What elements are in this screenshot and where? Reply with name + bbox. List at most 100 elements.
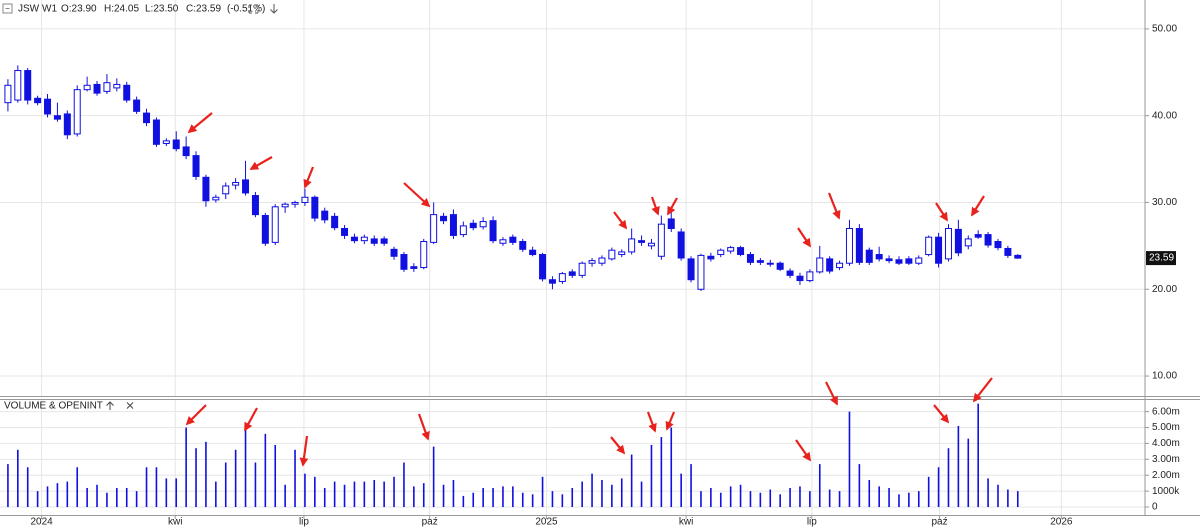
volume-title: VOLUME & OPENINT (4, 401, 103, 412)
volume-bar (917, 491, 920, 508)
volume-bar (422, 483, 425, 508)
arrow (933, 404, 950, 424)
candle-body (667, 218, 675, 230)
candle-body (806, 271, 814, 282)
arrow (795, 439, 812, 462)
volume-bar (135, 491, 138, 508)
candle-body (113, 83, 121, 89)
candle-body (301, 196, 309, 203)
candle-body (24, 70, 32, 101)
close-value: C:23.59 (186, 4, 221, 15)
candle-body (578, 262, 586, 276)
candle-body (905, 258, 913, 264)
volume-bar (353, 481, 356, 508)
candle-body (370, 238, 378, 244)
candle-body (766, 262, 774, 265)
candle-body (687, 258, 695, 281)
candle-body (360, 236, 368, 242)
arrow (971, 195, 985, 217)
volume-bar (581, 481, 583, 508)
candle-body (618, 251, 626, 256)
y-tick-label: 4.00m (1152, 438, 1180, 449)
y-tick-label: 2.00m (1152, 470, 1180, 481)
candle-body (202, 176, 210, 202)
volume-bar (1007, 489, 1009, 508)
candle-body (321, 210, 329, 221)
volume-bar (987, 478, 989, 508)
candle-body (746, 254, 754, 263)
candle-body (430, 214, 438, 243)
volume-bar (294, 449, 296, 508)
arrow (403, 182, 431, 208)
candle-body (4, 84, 12, 104)
volume-bar (442, 484, 445, 508)
volume-bar (937, 467, 940, 508)
candle-body (489, 220, 497, 242)
volume-bar (284, 484, 286, 508)
candle-body (251, 195, 259, 216)
candle-body (628, 238, 636, 253)
volume-bar (205, 441, 207, 508)
arrow (935, 202, 948, 222)
volume-bar (393, 476, 395, 508)
volume-bar (967, 438, 970, 508)
close-icon[interactable] (126, 402, 134, 409)
candle-body (311, 196, 319, 219)
volume-bar (224, 462, 227, 508)
volume-bar (373, 480, 376, 508)
y-tick-label: 1000k (1152, 486, 1180, 497)
volume-bar (799, 486, 801, 508)
candle-body (895, 259, 903, 264)
volume-bar (739, 484, 742, 508)
volume-bar (155, 467, 158, 508)
volume-bar (710, 487, 712, 508)
candle-body (964, 238, 972, 247)
candle-body (727, 247, 735, 252)
volume-bar (195, 448, 197, 508)
collapse-button[interactable] (2, 3, 13, 14)
volume-bar (561, 494, 564, 508)
candle-body (152, 119, 160, 145)
volume-bar (868, 480, 871, 508)
arrow (667, 197, 678, 216)
maximize-icon[interactable] (248, 4, 259, 14)
volume-bar (314, 476, 316, 508)
volume-bar (898, 494, 900, 508)
candle-body (123, 84, 131, 101)
volume-bar (571, 487, 574, 508)
interval: W1 (42, 4, 57, 15)
candle-body (647, 242, 655, 247)
volume-bar (670, 427, 673, 508)
volume-bar (611, 484, 613, 508)
volume-bar (343, 484, 346, 508)
volume-bar (759, 492, 762, 508)
volume-bar (46, 486, 49, 508)
volume-bar (512, 486, 514, 508)
candle-body (400, 254, 408, 270)
x-tick-label: lip (807, 517, 817, 528)
candle-body (657, 223, 665, 257)
candle-body (816, 257, 824, 273)
volume-bar (908, 492, 910, 508)
candle-body (479, 221, 487, 228)
arrow (972, 377, 993, 403)
volume-bar (927, 476, 930, 508)
y-tick-label: 30.00 (1152, 197, 1177, 208)
volume-bar (244, 429, 247, 508)
volume-bar (36, 491, 39, 508)
download-icon[interactable] (270, 4, 278, 14)
volume-bar (591, 473, 593, 508)
volume-bar (106, 492, 108, 508)
candle-body (677, 231, 685, 259)
volume-bar (680, 473, 682, 508)
volume-bar (165, 478, 168, 508)
candle-body (83, 84, 91, 91)
candle-body (786, 270, 794, 276)
candle-body (271, 206, 279, 243)
volume-bar (363, 481, 366, 508)
candle-body (410, 266, 418, 269)
move-up-icon[interactable] (106, 401, 114, 410)
x-tick-label: paź (932, 517, 948, 528)
candle-body (449, 214, 457, 236)
arrow (303, 166, 315, 189)
